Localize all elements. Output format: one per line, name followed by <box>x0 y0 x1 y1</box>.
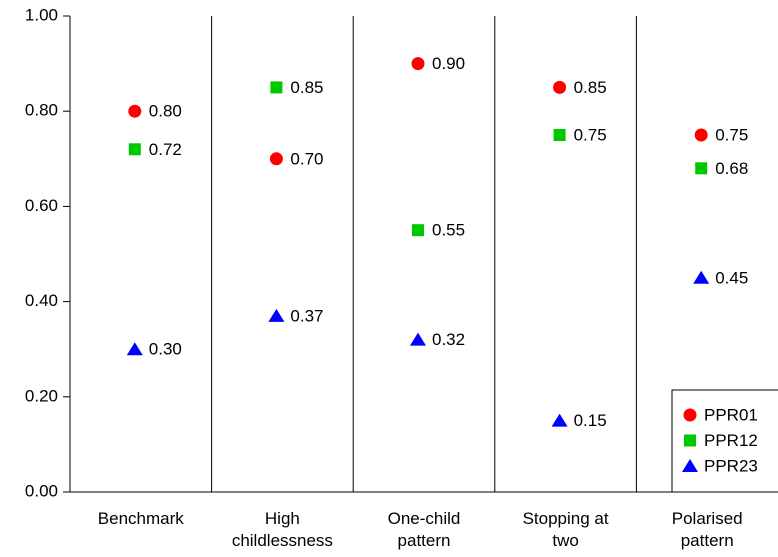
value-label: 0.15 <box>574 411 607 430</box>
data-point <box>410 332 426 346</box>
data-point <box>128 104 142 118</box>
value-label: 0.55 <box>432 221 465 240</box>
x-tick-label: High childlessness <box>231 509 333 550</box>
value-label: 0.30 <box>149 340 182 359</box>
y-tick-label: 0.00 <box>25 481 58 500</box>
value-label: 0.68 <box>715 159 748 178</box>
value-label: 0.45 <box>715 268 748 287</box>
data-point <box>553 129 566 141</box>
data-point <box>126 342 143 356</box>
y-tick-label: 1.00 <box>25 5 58 24</box>
data-point <box>412 224 424 237</box>
value-label: 0.75 <box>574 125 607 144</box>
y-tick-label: 0.20 <box>25 386 58 405</box>
data-point <box>695 162 708 175</box>
value-label: 0.70 <box>290 149 323 168</box>
data-point <box>553 80 567 94</box>
data-point <box>270 81 283 94</box>
x-tick-label: Benchmark <box>97 509 184 528</box>
value-label: 0.80 <box>149 102 182 121</box>
value-label: 0.72 <box>149 140 182 159</box>
data-point <box>128 143 141 156</box>
legend-marker <box>682 459 698 472</box>
data-point <box>268 308 285 322</box>
legend-label: PPR12 <box>704 431 758 450</box>
value-label: 0.37 <box>290 306 323 325</box>
y-tick-label: 0.60 <box>25 196 58 215</box>
legend-label: PPR23 <box>704 456 758 475</box>
data-point <box>411 57 425 71</box>
value-label: 0.90 <box>432 54 465 73</box>
value-label: 0.85 <box>290 78 323 97</box>
x-tick-label: Polarised pattern <box>671 509 743 550</box>
data-point <box>694 128 708 142</box>
x-tick-label: Stopping at two <box>522 509 609 550</box>
y-tick-label: 0.80 <box>25 101 58 120</box>
data-point <box>693 270 710 284</box>
legend-marker <box>684 434 696 447</box>
data-point <box>551 413 568 427</box>
data-point <box>269 152 283 166</box>
y-tick-label: 0.40 <box>25 291 58 310</box>
value-label: 0.85 <box>574 78 607 97</box>
legend-marker <box>683 408 697 422</box>
x-tick-label: One-child pattern <box>387 509 461 550</box>
value-label: 0.32 <box>432 330 465 349</box>
legend-label: PPR01 <box>704 405 758 424</box>
value-label: 0.75 <box>715 125 748 144</box>
